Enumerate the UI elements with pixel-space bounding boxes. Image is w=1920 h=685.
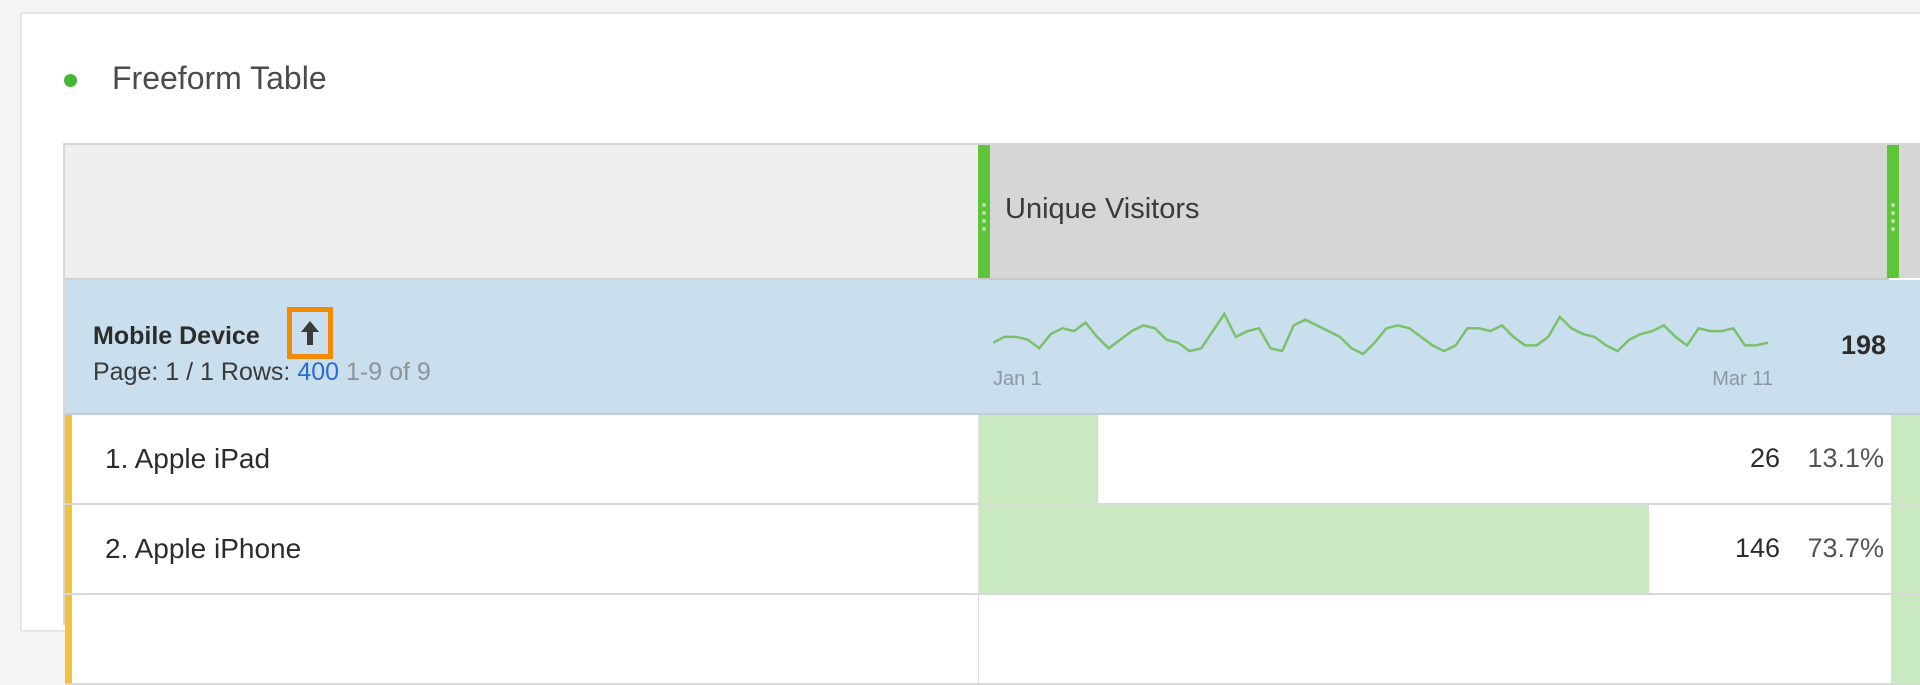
metric-cell — [978, 595, 1890, 683]
row-selection-marker — [65, 505, 72, 593]
row-selection-marker — [65, 415, 72, 503]
metric-value: 26 — [1749, 443, 1780, 473]
rows-label: Rows: — [220, 358, 291, 386]
percent-bar — [979, 505, 1649, 593]
freeform-table: Unique Visitors Mobile Device Page: 1 / … — [63, 143, 1920, 685]
sparkline — [993, 311, 1769, 356]
summary-row: Mobile Device Page: 1 / 1 Rows: 400 1-9 … — [65, 280, 1920, 415]
page-indicator: Page: 1 / 1 — [93, 358, 214, 386]
column-header-unique-visitors[interactable] — [978, 145, 1889, 280]
status-dot — [64, 74, 77, 87]
metric-value: 146 — [1734, 533, 1780, 563]
row-label: 2. Apple iPhone — [105, 533, 302, 564]
next-column-cell — [1891, 505, 1920, 593]
column-drag-handle[interactable] — [978, 145, 990, 278]
metric-cell: 26 13.1% — [978, 415, 1890, 503]
dimension-header — [65, 145, 978, 280]
pager: Page: 1 / 1 Rows: 400 1-9 of 9 — [93, 358, 431, 387]
row-range: 1-9 of 9 — [345, 358, 431, 386]
table-row[interactable]: 2. Apple iPhone 146 73.7% — [65, 505, 1920, 595]
panel-title[interactable]: Freeform Table — [112, 60, 327, 96]
table-row[interactable] — [65, 595, 1920, 685]
metric-percent: 73.7% — [1807, 533, 1884, 563]
rows-per-page-link[interactable]: 400 — [297, 358, 340, 386]
arrow-up-icon — [301, 321, 319, 345]
metric-cell: 146 73.7% — [978, 505, 1890, 593]
next-column-cell — [1891, 595, 1920, 683]
sort-button[interactable] — [287, 307, 333, 359]
sparkline-series — [993, 311, 1769, 356]
dimension-name: Mobile Device — [93, 322, 260, 350]
table-row[interactable]: 1. Apple iPad 26 13.1% — [65, 415, 1920, 505]
row-selection-marker — [65, 595, 72, 683]
next-column-cell — [1891, 415, 1920, 503]
sparkline-start-label: Jan 1 — [993, 368, 1042, 390]
column-title: Unique Visitors — [1005, 193, 1200, 225]
row-label: 1. Apple iPad — [105, 443, 271, 474]
sparkline-end-label: Mar 11 — [1712, 368, 1773, 390]
column-total: 198 — [1840, 330, 1886, 360]
column-drag-handle[interactable] — [1887, 145, 1899, 278]
metric-percent: 13.1% — [1807, 443, 1884, 473]
percent-bar — [979, 415, 1099, 503]
